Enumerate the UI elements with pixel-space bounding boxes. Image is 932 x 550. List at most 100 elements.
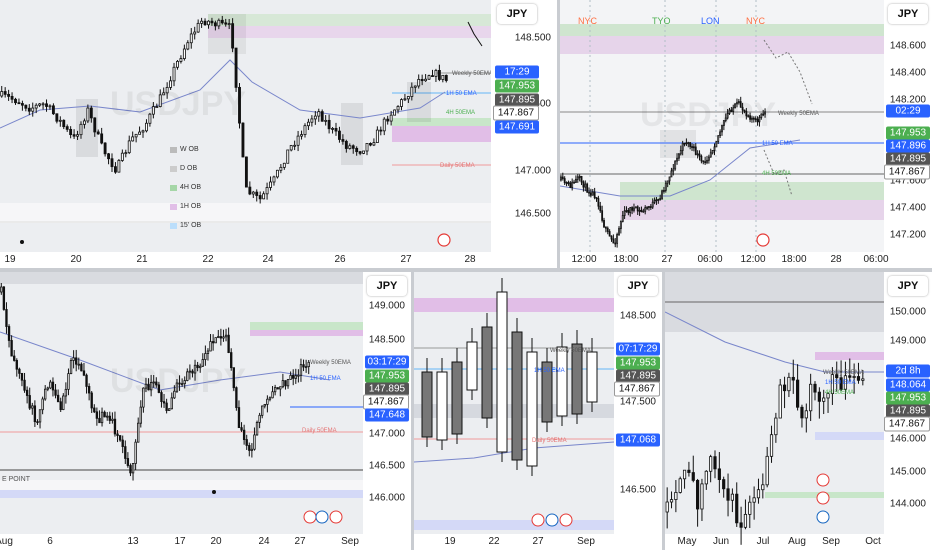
time-axis[interactable]: 12:00 18:00 27 06:00 12:00 18:00 28 06:0…: [560, 250, 888, 268]
pane-top-left[interactable]: USDJPY W OB D OB 4H OB 1H OB 15' OB Week…: [0, 0, 557, 268]
time-axis[interactable]: 19 22 27 Sep: [414, 532, 614, 550]
symbol-badge[interactable]: JPY: [618, 276, 658, 296]
bull-candle: [809, 383, 813, 412]
price-scale[interactable]: JPY 148.600 148.400 148.200 147.600 147.…: [884, 0, 932, 268]
bear-candle: [110, 158, 114, 168]
time-axis[interactable]: 19 20 21 22 24 26 27 28: [0, 250, 500, 268]
bull-candle: [217, 19, 221, 27]
countdown-tag: 2d 8h: [886, 364, 930, 378]
bear-candle: [238, 86, 241, 124]
bear-candle: [255, 191, 259, 196]
time-axis[interactable]: May Jun Jul Aug Sep Oct: [665, 532, 884, 550]
bear-candle: [582, 181, 585, 188]
bear-candle: [355, 147, 359, 153]
bull-candle: [713, 146, 716, 151]
bear-candle: [694, 146, 697, 155]
bear-candle: [219, 336, 223, 339]
bull-candle: [281, 380, 285, 388]
bear-candle: [595, 197, 598, 199]
bear-candle: [98, 417, 101, 424]
time-tick: 06:00: [697, 254, 723, 265]
pane-top-right[interactable]: USDJPY NYC TYO LON NYC Weekly 50EMA 1H 5…: [560, 0, 932, 268]
bull-candle: [286, 149, 290, 164]
bear-candle: [13, 355, 16, 361]
symbol-badge[interactable]: JPY: [367, 276, 407, 296]
bull-candle: [843, 375, 848, 390]
symbol-badge[interactable]: JPY: [497, 4, 537, 24]
bear-candle: [739, 101, 742, 108]
bull-candle: [200, 20, 204, 24]
symbol-badge[interactable]: JPY: [888, 276, 928, 296]
bull-candle: [625, 210, 628, 212]
time-tick: May: [677, 536, 697, 547]
pane-bottom-right[interactable]: Weekly 50EMA 1H 50 EMA 4H 50EMA JPY 150.…: [665, 272, 932, 550]
bull-candle: [168, 408, 171, 411]
bull-candle: [0, 91, 4, 97]
bull-candle: [666, 180, 669, 184]
price-tag-gray: 147.895: [616, 369, 660, 383]
session-lon: LON: [701, 16, 720, 26]
pane-bottom-mid[interactable]: Weekly 50EMA 1H 50 EMA Daily 50EMA JPY 1…: [414, 272, 662, 550]
bull-candle: [619, 221, 622, 230]
price-scale[interactable]: JPY 148.500 147.500 147.000 146.500 17:2…: [491, 0, 557, 268]
bull-candle: [822, 397, 826, 402]
time-tick: 13: [127, 536, 139, 547]
event-icon: [559, 513, 573, 527]
time-axis[interactable]: Aug 6 13 17 20 24 27 Sep: [0, 532, 363, 550]
bear-candle: [608, 231, 611, 237]
bear-candle: [800, 406, 804, 419]
marker-dot: [212, 490, 216, 494]
bear-candle: [162, 401, 166, 404]
bull-candle: [217, 336, 220, 338]
time-tick: Sep: [341, 536, 359, 547]
bear-candle: [124, 446, 127, 459]
bear-candle: [69, 128, 73, 136]
price-tag-green: 147.953: [886, 126, 930, 140]
bear-candle: [27, 107, 31, 112]
bull-candle: [204, 353, 207, 360]
bull-candle: [258, 414, 261, 423]
bull-candle: [681, 142, 684, 151]
bear-candle: [437, 70, 441, 80]
range-zone: [0, 480, 363, 490]
bull-candle: [310, 118, 314, 123]
price-scale[interactable]: JPY 150.000 149.000 146.000 145.000 144.…: [884, 272, 932, 550]
time-tick: 22: [488, 536, 500, 547]
bear-candle: [2, 286, 6, 310]
bull-candle: [787, 376, 791, 392]
h4-ema-label: 4H 50EMA: [825, 390, 855, 396]
bull-candle: [250, 448, 254, 451]
bull-candle: [268, 397, 272, 400]
bear-candle: [379, 129, 383, 132]
bull-candle: [406, 96, 410, 100]
bear-candle: [59, 401, 62, 411]
bull-candle: [286, 378, 290, 387]
bull-candle: [687, 142, 690, 145]
bear-candle: [563, 178, 566, 184]
bull-candle: [46, 387, 49, 390]
price-scale[interactable]: JPY 148.500 147.500 146.500 07:17:29 147…: [614, 272, 662, 550]
bear-candle: [631, 207, 634, 211]
bear-candle: [55, 113, 59, 122]
price-scale[interactable]: JPY 149.000 148.500 147.000 146.500 146.…: [363, 272, 411, 550]
bear-candle: [95, 411, 99, 419]
bear-candle: [327, 119, 331, 130]
daily-ob-zone: [414, 298, 614, 312]
bull-candle: [141, 130, 145, 133]
time-tick: Sep: [577, 536, 595, 547]
bull-candle: [69, 360, 73, 374]
price-tag-gray: 147.895: [886, 404, 930, 418]
projection-arrow: [467, 21, 483, 47]
symbol-badge[interactable]: JPY: [888, 4, 928, 24]
bear-candle: [782, 384, 787, 392]
bear-candle: [569, 182, 572, 188]
bear-candle: [511, 331, 523, 461]
price-tick: 148.500: [368, 334, 405, 346]
bull-candle: [747, 115, 750, 118]
bull-candle: [269, 181, 272, 188]
bull-candle: [253, 434, 256, 450]
bear-candle: [103, 142, 107, 155]
moving-average-line: [0, 331, 331, 391]
bull-candle: [224, 334, 228, 338]
pane-bottom-left[interactable]: USDJPY Weekly 50EMA 1H 50 EMA Daily 50EM…: [0, 272, 411, 550]
